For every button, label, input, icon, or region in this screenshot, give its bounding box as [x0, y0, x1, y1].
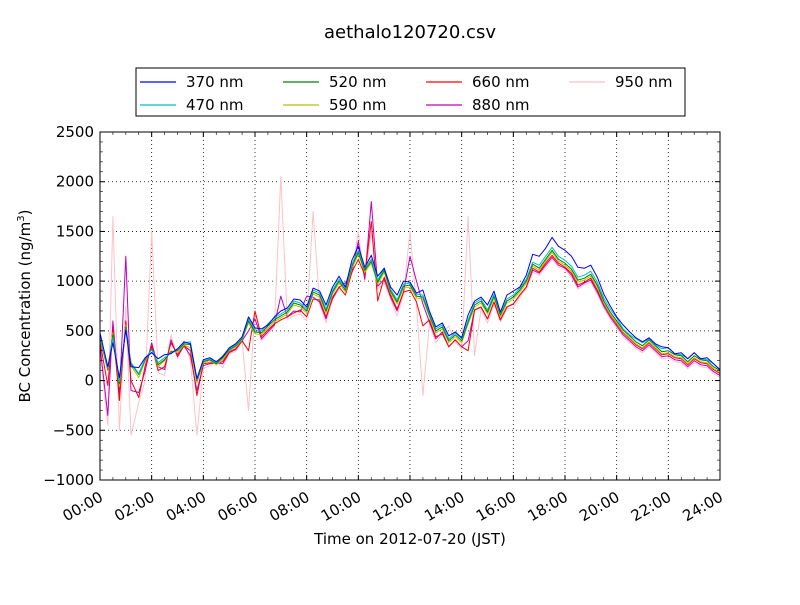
legend-label: 950 nm: [615, 73, 673, 91]
y-axis-label: BC Concentration (ng/m3): [16, 210, 34, 403]
series-line-950-nm: [99, 176, 721, 436]
y-axis-label-superscript: 3: [16, 215, 27, 221]
series-line-370-nm: [99, 236, 721, 380]
x-axis-label: Time on 2012-07-20 (JST): [313, 530, 506, 548]
y-tick-label: 2500: [56, 123, 94, 141]
legend-box: [135, 67, 686, 117]
y-tick-label: 500: [65, 322, 94, 340]
legend-label: 370 nm: [186, 73, 244, 91]
plot-area: [100, 132, 720, 480]
grid-layer: [100, 132, 720, 480]
chart-title: aethalo120720.csv: [324, 22, 496, 43]
y-tick-label: −500: [53, 421, 94, 439]
y-tick-label: 1000: [56, 272, 94, 290]
y-tick-labels: 2500 2000 1500 1000 500 0 −500 −1000: [43, 123, 94, 489]
legend-label: 880 nm: [472, 96, 530, 114]
y-axis-label-main: BC Concentration (ng/m: [16, 222, 34, 403]
y-tick-label: 1500: [56, 222, 94, 240]
y-tick-label: −1000: [43, 471, 94, 489]
tick-layer: [99, 131, 721, 481]
legend-label: 660 nm: [472, 73, 530, 91]
y-axis-label-end: ): [16, 210, 34, 216]
y-tick-label: 2000: [56, 173, 94, 191]
legend-label: 590 nm: [329, 96, 387, 114]
legend: 370 nm 470 nm 520 nm 590 nm 660 nm 880 nm 950 …: [135, 67, 686, 117]
legend-items: 370 nm 470 nm 520 nm 590 nm 660 nm 880 nm 950 …: [140, 73, 673, 114]
legend-label: 520 nm: [329, 73, 387, 91]
y-tick-label: 0: [84, 372, 94, 390]
legend-label: 470 nm: [186, 96, 244, 114]
series-layer: [99, 176, 721, 436]
